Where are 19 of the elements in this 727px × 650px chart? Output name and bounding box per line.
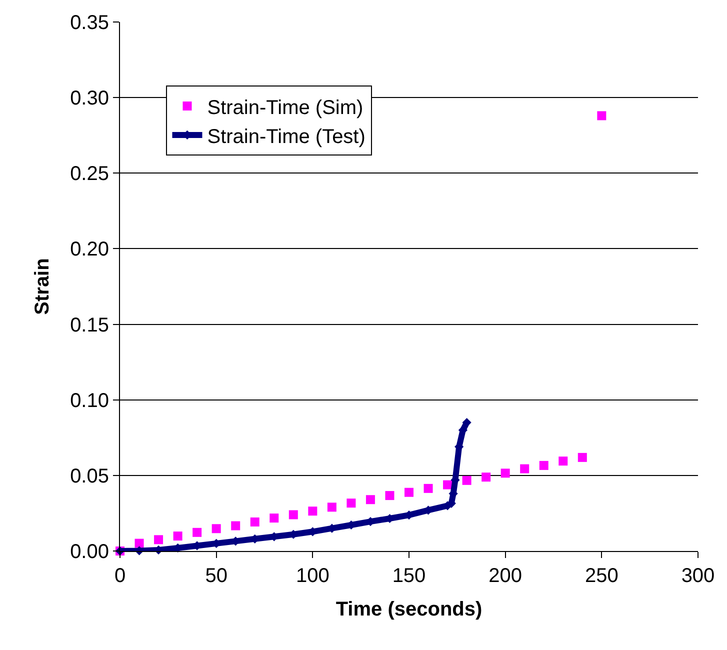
x-tick-label: 50 [205,565,228,587]
x-tick-label: 0 [114,565,126,587]
legend-label: Strain-Time (Test) [207,126,366,148]
x-tick-label: 150 [392,565,426,587]
y-tick-label: 0.25 [70,163,109,186]
x-tick-label: 100 [296,565,330,587]
y-tick-label: 0.15 [70,314,109,336]
x-tick-label: 200 [488,565,522,587]
y-axis-title: Strain [32,258,54,315]
y-tick-label: 0.05 [70,465,109,488]
y-tick-label: 0.30 [70,88,109,110]
x-tick-label: 250 [584,565,618,587]
y-tick-label: 0.35 [70,12,109,34]
y-tick-label: 0.00 [70,541,109,563]
x-axis-title: Time (seconds) [336,598,482,620]
legend-label: Strain-Time (Sim) [207,96,364,119]
y-tick-label: 0.10 [70,390,109,412]
x-tick-label: 300 [681,565,715,587]
y-tick-label: 0.20 [70,238,109,261]
